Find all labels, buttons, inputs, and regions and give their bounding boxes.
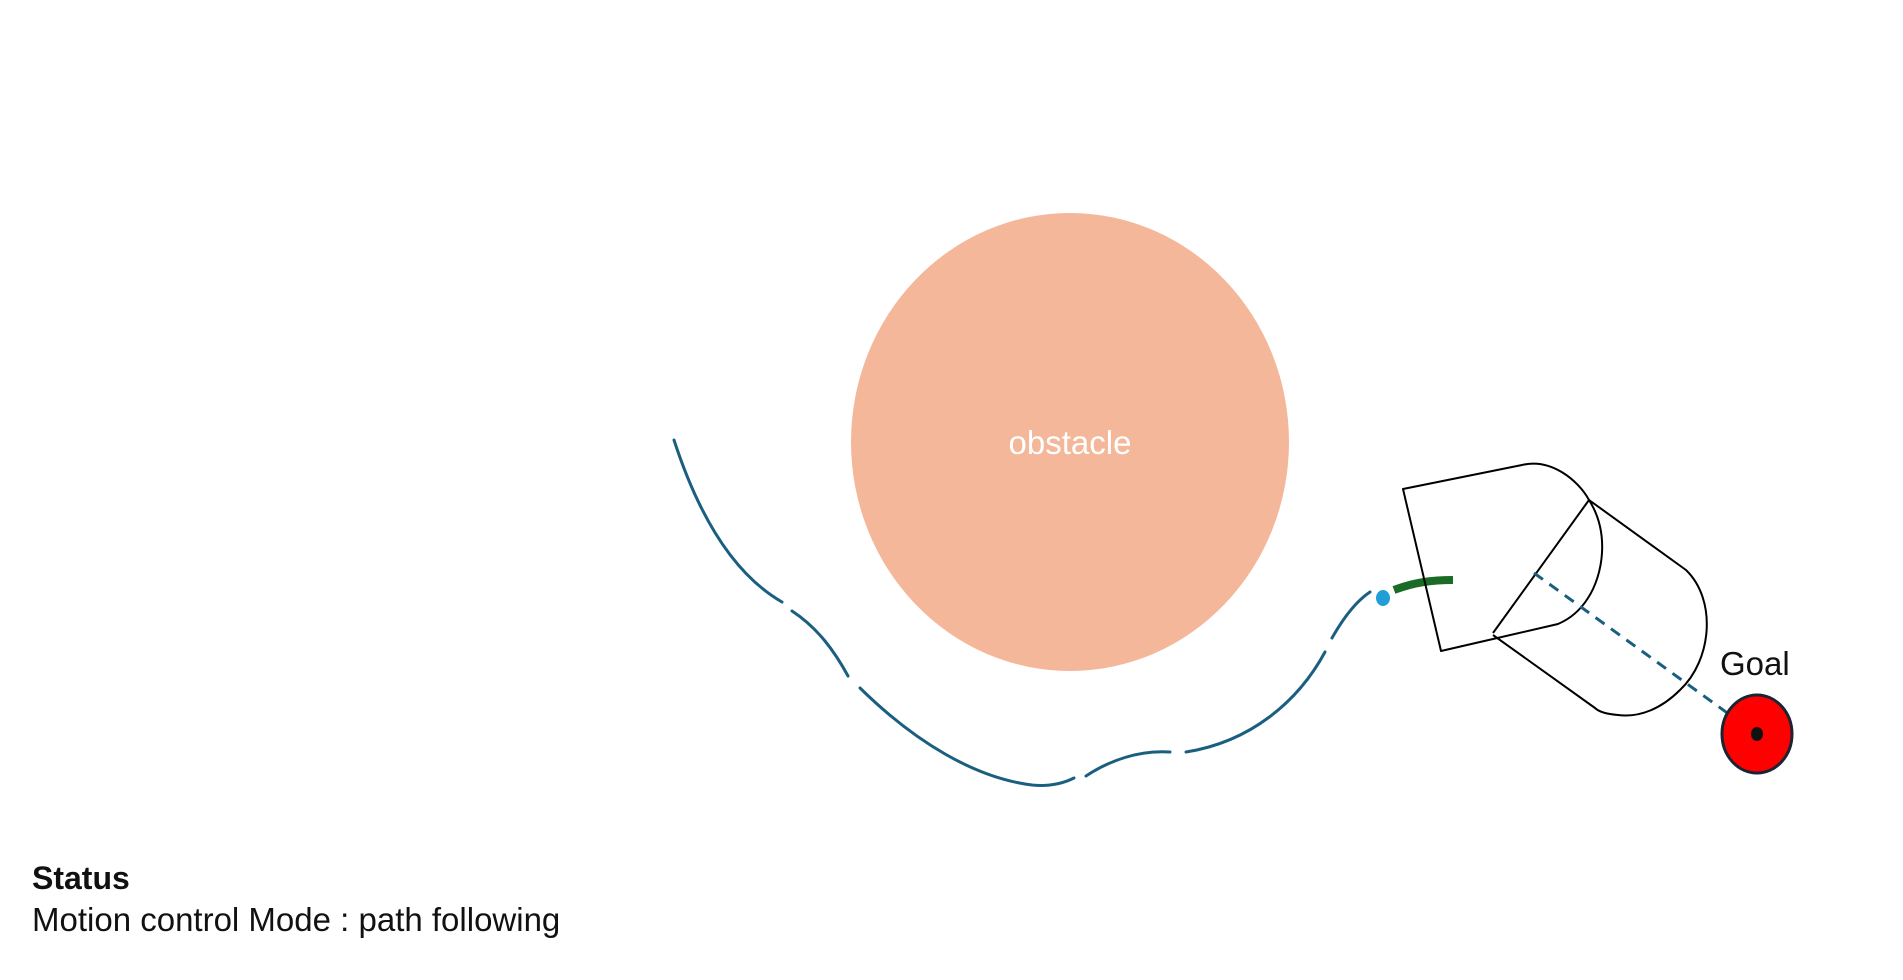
goal-target-icon	[1720, 693, 1794, 775]
goal-center-dot	[1751, 727, 1763, 741]
goal-label: Goal	[1720, 645, 1790, 682]
active-path-segment	[1392, 576, 1454, 594]
robot-joint-line	[1492, 499, 1590, 634]
goal-direction-line	[1533, 571, 1756, 735]
planned-path	[672, 438, 1372, 787]
robot-rear-body	[1402, 462, 1604, 652]
path-segment	[1330, 590, 1372, 640]
path-segment	[858, 686, 1076, 787]
path-segment	[1084, 750, 1172, 778]
robot-front-body	[1492, 499, 1708, 717]
path-segment	[672, 438, 784, 604]
path-segment	[1184, 650, 1327, 754]
path-segment	[790, 609, 850, 678]
obstacle-label: obstacle	[1009, 424, 1132, 461]
waypoint-dot-icon	[1376, 590, 1390, 606]
obstacle-shape	[851, 213, 1289, 671]
obstacle: obstacle	[851, 213, 1289, 671]
status-panel: Status Motion control Mode : path follow…	[32, 858, 560, 942]
robot-outline-icon	[1402, 462, 1708, 717]
status-title: Status	[32, 860, 130, 896]
motion-control-mode: Motion control Mode : path following	[32, 901, 561, 938]
